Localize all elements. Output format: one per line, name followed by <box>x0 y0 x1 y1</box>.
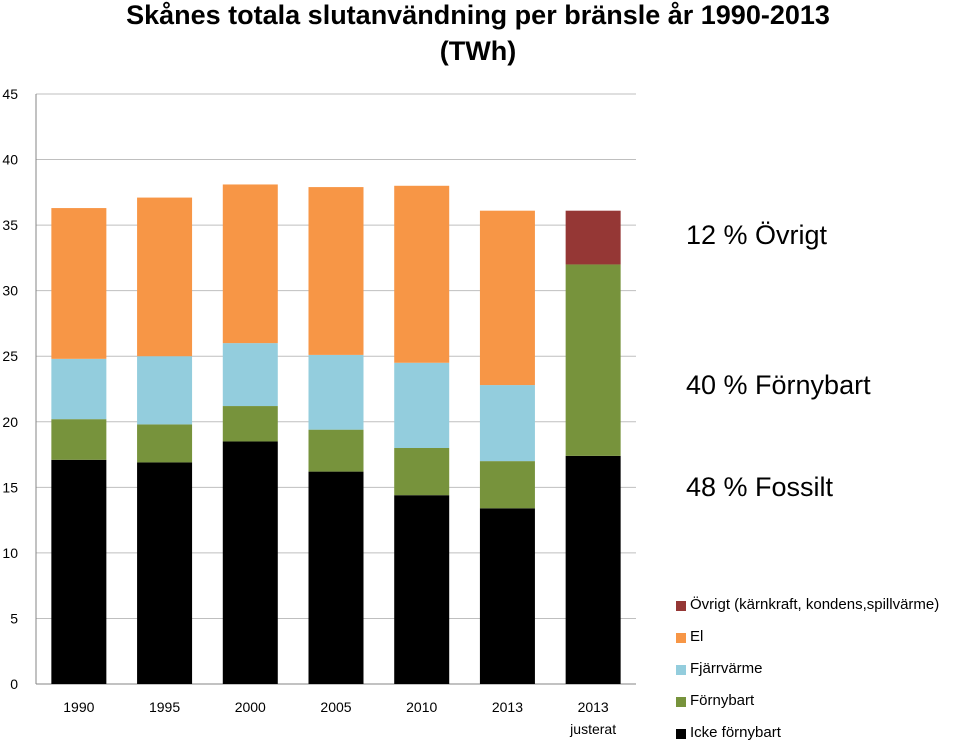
bar-segment <box>565 264 621 456</box>
bar-segment <box>479 210 535 386</box>
x-tick-label: 1995 <box>149 699 180 715</box>
legend-swatch <box>676 601 686 611</box>
legend-swatch <box>676 665 686 675</box>
x-tick-label: 2013 <box>578 699 609 715</box>
bar-segment <box>479 461 535 509</box>
y-tick-label: 40 <box>2 152 18 168</box>
bar-segment <box>222 406 278 442</box>
bar-segment <box>394 362 450 448</box>
bar-segment <box>51 459 107 684</box>
y-tick-label: 25 <box>2 348 18 364</box>
y-tick-label: 20 <box>2 414 18 430</box>
bar-segment <box>394 448 450 496</box>
bar-segment <box>222 441 278 684</box>
bar-segment <box>137 197 193 357</box>
y-tick-label: 10 <box>2 545 18 561</box>
x-tick-label: 2010 <box>406 699 437 715</box>
legend-label: Icke förnybart <box>690 724 781 741</box>
legend-label: Förnybart <box>690 692 755 709</box>
bar-segment <box>137 462 193 684</box>
chart-title-line2: (TWh) <box>439 36 517 66</box>
legend-label: El <box>690 628 704 645</box>
x-tick-label: 2005 <box>320 699 351 715</box>
bar-segment <box>137 356 193 425</box>
bar-segment <box>479 508 535 684</box>
bar-segment <box>51 419 107 460</box>
annotation-fornybart-percent: 40 % Förnybart <box>686 370 871 400</box>
bar-segment <box>394 185 450 363</box>
y-tick-label: 35 <box>2 217 18 233</box>
legend-swatch <box>676 729 686 739</box>
y-tick-label: 0 <box>10 676 18 692</box>
x-tick-label: 1990 <box>63 699 94 715</box>
bar-segment <box>308 187 364 355</box>
bar-segment <box>565 210 621 265</box>
annotation-ovrigt-percent: 12 % Övrigt <box>686 220 828 250</box>
x-tick-label: justerat <box>569 721 616 737</box>
legend-swatch <box>676 633 686 643</box>
legend-label: Övrigt (kärnkraft, kondens,spillvärme) <box>690 596 940 613</box>
x-tick-label: 2000 <box>235 699 266 715</box>
chart-title-line1: Skånes totala slutanvändning per bränsle… <box>126 0 830 30</box>
annotation-fossilt-percent: 48 % Fossilt <box>686 472 834 502</box>
bar-segment <box>137 424 193 463</box>
bar-segment <box>222 343 278 407</box>
bar-segment <box>51 208 107 359</box>
bar-segment <box>222 184 278 344</box>
bar-segment <box>479 385 535 462</box>
y-tick-label: 45 <box>2 86 18 102</box>
bar-segment <box>51 358 107 420</box>
bar-segment <box>394 495 450 684</box>
bar-segment <box>308 429 364 472</box>
y-tick-label: 30 <box>2 283 18 299</box>
bar-segment <box>308 354 364 430</box>
x-tick-label: 2013 <box>492 699 523 715</box>
y-tick-label: 15 <box>2 479 18 495</box>
bar-segment <box>308 471 364 684</box>
legend-label: Fjärrvärme <box>690 660 763 677</box>
bar-segment <box>565 455 621 684</box>
legend-swatch <box>676 697 686 707</box>
y-tick-label: 5 <box>10 610 18 626</box>
